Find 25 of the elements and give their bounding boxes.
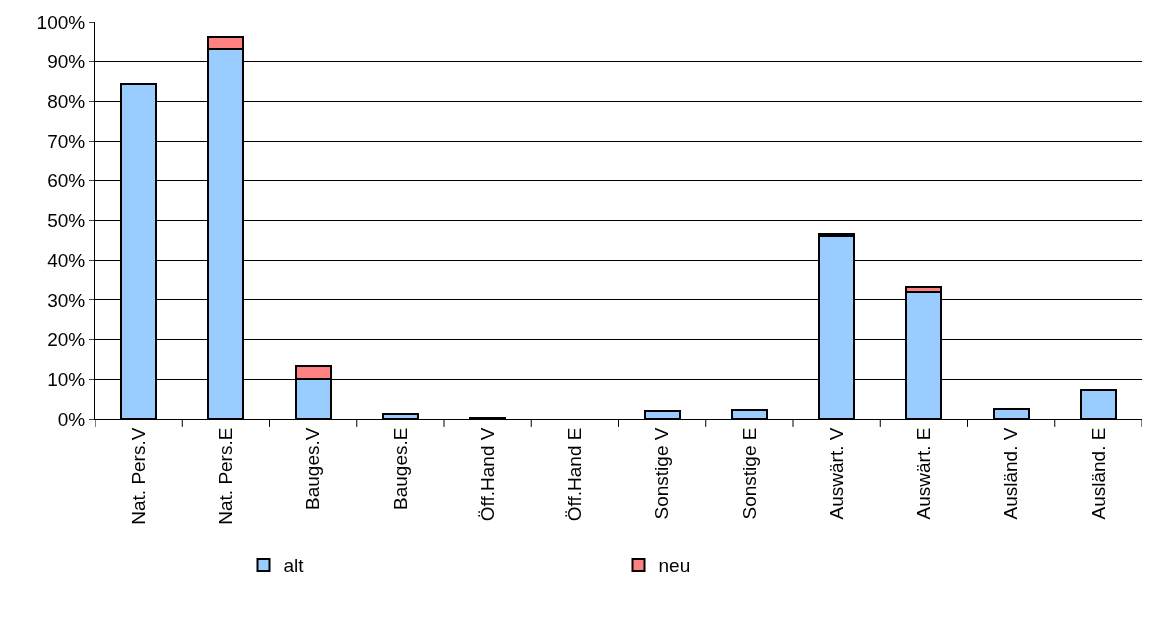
y-tick-label: 0% <box>57 408 86 430</box>
x-tick-label: Nat. Pers.V <box>127 427 149 525</box>
y-tick-label: 30% <box>47 289 86 311</box>
y-tick-label: 50% <box>47 210 86 232</box>
x-tick-label: Bauges.V <box>302 427 324 511</box>
legend-label: neu <box>658 555 691 577</box>
y-tick-label: 20% <box>47 329 86 351</box>
x-tick-label: Sonstige V <box>651 427 673 520</box>
x-tick-label: Bauges.E <box>389 427 411 511</box>
y-tick-label: 90% <box>47 51 86 73</box>
legend-label: alt <box>283 555 305 577</box>
y-tick-label: 80% <box>47 91 86 113</box>
y-tick-label: 70% <box>47 130 86 152</box>
x-tick-label: Ausländ. V <box>1000 427 1022 520</box>
x-tick-label: Sonstige E <box>738 427 760 520</box>
y-tick-label: 60% <box>47 170 86 192</box>
x-tick-label: Öff.Hand V <box>476 427 498 522</box>
x-tick-label: Auswärt. E <box>913 427 935 520</box>
y-tick-label: 10% <box>47 368 86 390</box>
x-tick-label: Ausländ. E <box>1087 427 1109 520</box>
x-tick-label: Öff.Hand E <box>564 427 586 522</box>
x-tick-label: Nat. Pers.E <box>215 427 237 525</box>
x-tick-label: Auswärt. V <box>825 427 847 520</box>
y-tick-label: 40% <box>47 249 86 271</box>
y-tick-label: 100% <box>36 11 86 33</box>
